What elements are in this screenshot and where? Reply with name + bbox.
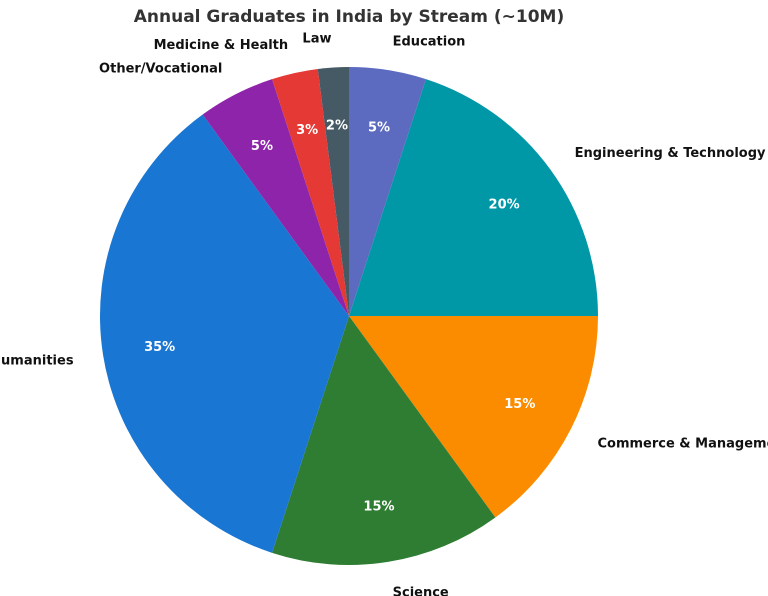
pie-labels: 5% Education 20% Engineering & Technology 15…: [0, 32, 768, 596]
pct-label-law: 2%: [326, 119, 348, 134]
slice-label-engineering-and-technology: Engineering & Technology: [575, 146, 766, 161]
slice-label-commerce-and-management: Commerce & Management: [597, 437, 768, 452]
slice-label-other-vocational: Other/Vocational: [99, 62, 222, 77]
pie-slice-medicine-and-health: [272, 68, 349, 316]
pct-label-other-vocational: 5%: [251, 139, 273, 154]
pct-label-arts-and-humanities: 35%: [144, 340, 175, 355]
pct-label-commerce-and-management: 15%: [504, 397, 535, 412]
slice-label-education: Education: [393, 35, 466, 50]
pie-slice-science: [272, 316, 496, 565]
pie-slice-commerce-and-management: [349, 316, 598, 518]
pie-slice-engineering-and-technology: [349, 79, 598, 317]
slice-label-science: Science: [393, 585, 449, 596]
chart-title: Annual Graduates in India by Stream (~10…: [134, 7, 565, 27]
pct-label-education: 5%: [368, 121, 390, 136]
pie-slice-education: [349, 67, 426, 316]
slice-label-law: Law: [302, 32, 331, 47]
pie-slice-arts-and-humanities: [100, 114, 349, 553]
pie-slices: [100, 67, 598, 565]
slice-label-arts-and-humanities: Arts & Humanities: [0, 354, 74, 369]
pie-slice-law: [317, 67, 349, 316]
pct-label-engineering-and-technology: 20%: [489, 197, 520, 212]
pct-label-medicine-and-health: 3%: [296, 123, 318, 138]
pct-label-science: 15%: [363, 499, 394, 514]
pie-slice-other-vocational: [202, 79, 349, 317]
slice-label-medicine-and-health: Medicine & Health: [154, 38, 289, 53]
